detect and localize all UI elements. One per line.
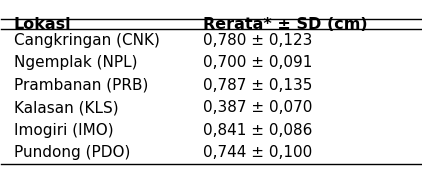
Text: 0,787 ± 0,135: 0,787 ± 0,135: [203, 78, 312, 93]
Text: 0,387 ± 0,070: 0,387 ± 0,070: [203, 100, 312, 115]
Text: Kalasan (KLS): Kalasan (KLS): [14, 100, 119, 115]
Text: Rerata* ± SD (cm): Rerata* ± SD (cm): [203, 17, 367, 32]
Text: Imogiri (IMO): Imogiri (IMO): [14, 123, 114, 138]
Text: Ngemplak (NPL): Ngemplak (NPL): [14, 55, 138, 71]
Text: 0,841 ± 0,086: 0,841 ± 0,086: [203, 123, 312, 138]
Text: Cangkringan (CNK): Cangkringan (CNK): [14, 33, 160, 48]
Text: Prambanan (PRB): Prambanan (PRB): [14, 78, 149, 93]
Text: Pundong (PDO): Pundong (PDO): [14, 145, 130, 160]
Text: 0,744 ± 0,100: 0,744 ± 0,100: [203, 145, 312, 160]
Text: 0,780 ± 0,123: 0,780 ± 0,123: [203, 33, 312, 48]
Text: 0,700 ± 0,091: 0,700 ± 0,091: [203, 55, 312, 71]
Text: Lokasi: Lokasi: [14, 17, 72, 32]
